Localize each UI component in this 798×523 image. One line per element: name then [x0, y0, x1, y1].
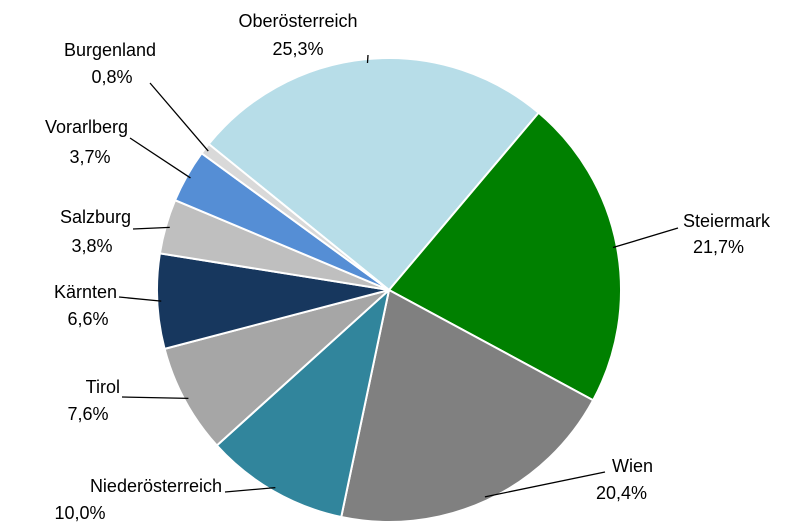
leader-line [149, 82, 209, 152]
leader-line [612, 227, 679, 249]
slice-value-label: 7,6% [67, 404, 108, 424]
leader-line [366, 54, 369, 64]
slice-label: Burgenland [64, 40, 156, 60]
slice-label: Oberösterreich [238, 11, 357, 31]
slice-label: Vorarlberg [45, 117, 128, 137]
leader-line [132, 226, 170, 230]
slice-label: Steiermark [683, 211, 771, 231]
slice-value-label: 6,6% [67, 309, 108, 329]
leader-line [484, 471, 606, 498]
slice-value-label: 3,8% [71, 236, 112, 256]
slice-value-label: 10,0% [54, 503, 105, 523]
leader-line [129, 137, 191, 179]
slice-value-label: 25,3% [272, 39, 323, 59]
slice-label: Niederösterreich [90, 476, 222, 496]
pie-slice [163, 289, 390, 447]
leader-line [118, 296, 162, 302]
slice-label: Salzburg [60, 207, 131, 227]
slice-value-label: 3,7% [69, 147, 110, 167]
slice-value-label: 20,4% [596, 483, 647, 503]
pie-slice [215, 287, 391, 519]
slice-value-label: 0,8% [91, 67, 132, 87]
slice-label: Kärnten [54, 282, 117, 302]
leader-line [224, 487, 276, 493]
slice-label: Wien [612, 456, 653, 476]
leader-line [121, 396, 189, 400]
pie-slice [340, 288, 595, 523]
slice-label: Tirol [86, 377, 120, 397]
slice-value-label: 21,7% [693, 237, 744, 257]
pie-slice [200, 142, 390, 291]
